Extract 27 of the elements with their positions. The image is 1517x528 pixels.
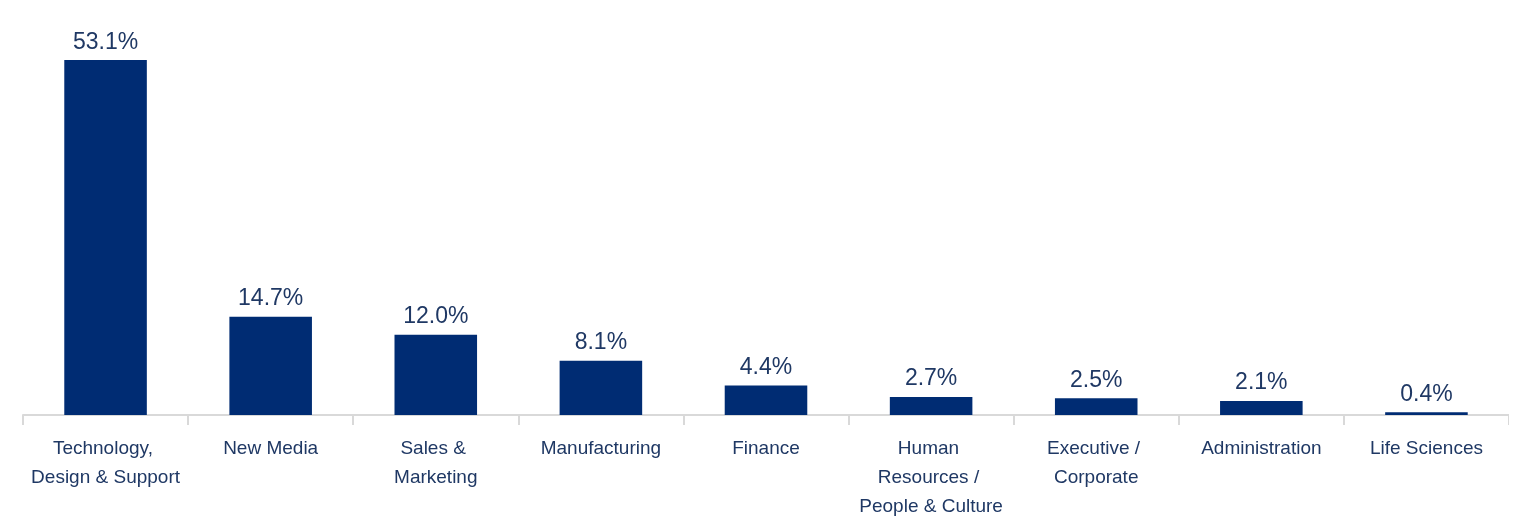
data-label: 2.1% — [1235, 368, 1288, 395]
bar — [724, 385, 808, 415]
x-tick-label: Life Sciences — [1369, 437, 1483, 458]
bar — [1220, 400, 1303, 415]
bar — [229, 316, 312, 415]
bar — [64, 60, 147, 415]
data-label: 2.7% — [904, 364, 958, 391]
data-label: 2.5% — [1070, 365, 1123, 392]
x-tick-label: Human Resources / People & Culture — [859, 437, 1003, 516]
data-label: 14.7% — [238, 284, 304, 311]
x-tick-label: Executive / Corporate — [1047, 437, 1146, 487]
bar — [1385, 412, 1468, 415]
bar — [889, 396, 973, 415]
data-label: 12.0% — [403, 302, 469, 329]
data-label: 0.4% — [1400, 379, 1453, 406]
bar — [394, 334, 478, 415]
x-tick-label: Technology, Design & Support — [31, 437, 181, 487]
bar — [1054, 398, 1138, 415]
bar — [559, 360, 643, 415]
x-tick-label: Administration — [1201, 437, 1322, 458]
data-label: 8.1% — [574, 328, 628, 355]
x-tick-label: Sales & Marketing — [394, 437, 478, 487]
x-tick-label: Finance — [732, 437, 800, 458]
data-label: 53.1% — [72, 27, 139, 54]
x-tick-label: New Media — [223, 437, 319, 458]
data-label: 4.4% — [739, 353, 793, 380]
x-tick-label: Manufacturing — [540, 437, 662, 458]
